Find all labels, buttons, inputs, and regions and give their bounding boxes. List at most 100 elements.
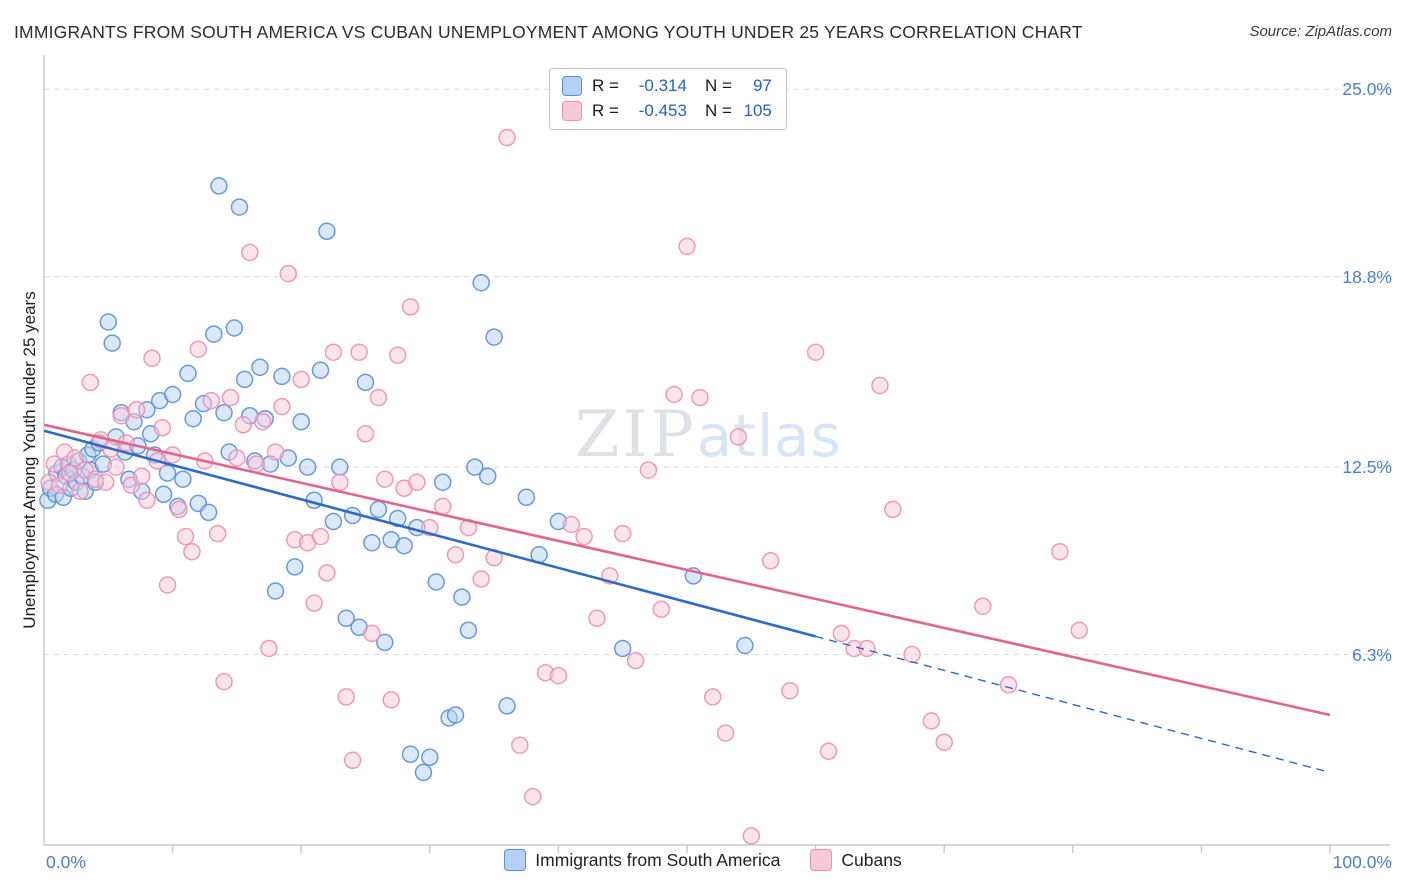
scatter-point-cubans[interactable] (382, 691, 400, 709)
scatter-point-cubans[interactable] (832, 624, 851, 643)
scatter-point-south-america[interactable] (388, 509, 407, 528)
scatter-point-cubans[interactable] (170, 500, 188, 519)
scatter-point-south-america[interactable] (498, 697, 516, 715)
scatter-point-south-america[interactable] (230, 198, 249, 216)
scatter-point-south-america[interactable] (459, 621, 478, 640)
scatter-point-cubans[interactable] (221, 388, 240, 407)
scatter-point-cubans[interactable] (401, 298, 420, 316)
scatter-point-cubans[interactable] (761, 552, 780, 570)
scatter-point-south-america[interactable] (472, 273, 490, 292)
scatter-point-south-america[interactable] (251, 358, 269, 377)
scatter-point-cubans[interactable] (247, 455, 265, 473)
scatter-point-south-america[interactable] (158, 464, 177, 482)
scatter-point-cubans[interactable] (408, 473, 426, 491)
scatter-point-south-america[interactable] (446, 706, 465, 724)
scatter-point-south-america[interactable] (266, 582, 285, 600)
scatter-point-cubans[interactable] (266, 443, 285, 461)
scatter-point-cubans[interactable] (45, 455, 64, 473)
scatter-point-cubans[interactable] (781, 682, 799, 700)
scatter-point-south-america[interactable] (613, 639, 632, 658)
scatter-point-cubans[interactable] (523, 787, 542, 806)
scatter-point-cubans[interactable] (273, 397, 291, 416)
scatter-point-south-america[interactable] (99, 313, 118, 331)
scatter-point-south-america[interactable] (421, 748, 439, 767)
scatter-point-cubans[interactable] (260, 639, 278, 658)
scatter-point-cubans[interactable] (626, 651, 645, 670)
scatter-point-cubans[interactable] (903, 645, 921, 664)
scatter-point-south-america[interactable] (478, 467, 497, 485)
scatter-point-cubans[interactable] (50, 476, 69, 494)
scatter-point-cubans[interactable] (183, 542, 201, 561)
scatter-point-south-america[interactable] (225, 319, 244, 337)
scatter-point-cubans[interactable] (678, 237, 696, 256)
scatter-point-cubans[interactable] (388, 346, 407, 364)
scatter-point-cubans[interactable] (498, 128, 516, 147)
scatter-point-south-america[interactable] (331, 458, 349, 476)
scatter-point-cubans[interactable] (253, 412, 272, 431)
scatter-point-south-america[interactable] (210, 177, 228, 195)
scatter-point-cubans[interactable] (652, 600, 671, 618)
scatter-point-south-america[interactable] (163, 385, 182, 404)
scatter-point-south-america[interactable] (174, 470, 192, 488)
scatter-point-south-america[interactable] (363, 533, 381, 552)
scatter-point-cubans[interactable] (806, 343, 825, 361)
scatter-point-cubans[interactable] (311, 527, 330, 546)
scatter-point-cubans[interactable] (446, 546, 465, 564)
scatter-point-cubans[interactable] (138, 491, 156, 510)
scatter-point-cubans[interactable] (305, 594, 323, 612)
scatter-point-south-america[interactable] (184, 409, 202, 428)
scatter-point-cubans[interactable] (935, 733, 953, 751)
scatter-point-cubans[interactable] (228, 449, 246, 467)
scatter-point-cubans[interactable] (202, 391, 220, 410)
scatter-point-south-america[interactable] (356, 373, 375, 392)
scatter-point-south-america[interactable] (273, 367, 291, 386)
scatter-point-south-america[interactable] (414, 763, 433, 782)
scatter-point-cubans[interactable] (511, 736, 529, 754)
scatter-point-cubans[interactable] (241, 243, 259, 262)
scatter-point-south-america[interactable] (736, 636, 754, 655)
scatter-point-cubans[interactable] (66, 449, 84, 467)
scatter-point-south-america[interactable] (466, 458, 484, 476)
scatter-point-cubans[interactable] (575, 527, 593, 546)
scatter-point-south-america[interactable] (235, 370, 254, 389)
scatter-point-south-america[interactable] (517, 488, 536, 507)
scatter-point-south-america[interactable] (485, 328, 503, 346)
scatter-point-cubans[interactable] (343, 751, 362, 770)
scatter-point-cubans[interactable] (318, 564, 336, 582)
scatter-point-cubans[interactable] (562, 515, 581, 534)
scatter-point-cubans[interactable] (350, 343, 368, 361)
scatter-point-cubans[interactable] (871, 376, 889, 395)
scatter-point-cubans[interactable] (665, 385, 683, 404)
scatter-point-south-america[interactable] (324, 512, 343, 531)
scatter-point-cubans[interactable] (716, 724, 735, 742)
scatter-point-cubans[interactable] (234, 416, 253, 434)
scatter-point-cubans[interactable] (922, 712, 941, 730)
scatter-point-south-america[interactable] (395, 536, 413, 555)
scatter-point-cubans[interactable] (703, 688, 722, 706)
scatter-point-cubans[interactable] (884, 500, 902, 519)
scatter-point-south-america[interactable] (199, 503, 218, 522)
scatter-point-cubans[interactable] (549, 666, 568, 685)
scatter-point-cubans[interactable] (433, 497, 452, 516)
scatter-point-south-america[interactable] (337, 609, 355, 628)
scatter-point-south-america[interactable] (154, 485, 173, 504)
scatter-point-south-america[interactable] (401, 745, 420, 764)
scatter-point-cubans[interactable] (81, 373, 100, 392)
scatter-point-cubans[interactable] (331, 473, 349, 491)
scatter-point-cubans[interactable] (127, 400, 146, 419)
scatter-point-cubans[interactable] (974, 597, 992, 615)
scatter-point-cubans[interactable] (60, 464, 79, 482)
scatter-point-south-america[interactable] (318, 222, 336, 241)
scatter-point-cubans[interactable] (376, 470, 394, 488)
scatter-point-cubans[interactable] (639, 461, 658, 479)
scatter-point-south-america[interactable] (433, 473, 452, 491)
scatter-point-cubans[interactable] (143, 349, 161, 368)
scatter-point-south-america[interactable] (103, 334, 121, 352)
scatter-point-south-america[interactable] (215, 403, 233, 422)
scatter-point-cubans[interactable] (324, 343, 343, 361)
scatter-point-south-america[interactable] (286, 558, 304, 576)
scatter-point-cubans[interactable] (691, 388, 709, 407)
scatter-point-cubans[interactable] (158, 576, 177, 594)
scatter-point-south-america[interactable] (205, 325, 223, 343)
scatter-point-cubans[interactable] (356, 425, 375, 443)
